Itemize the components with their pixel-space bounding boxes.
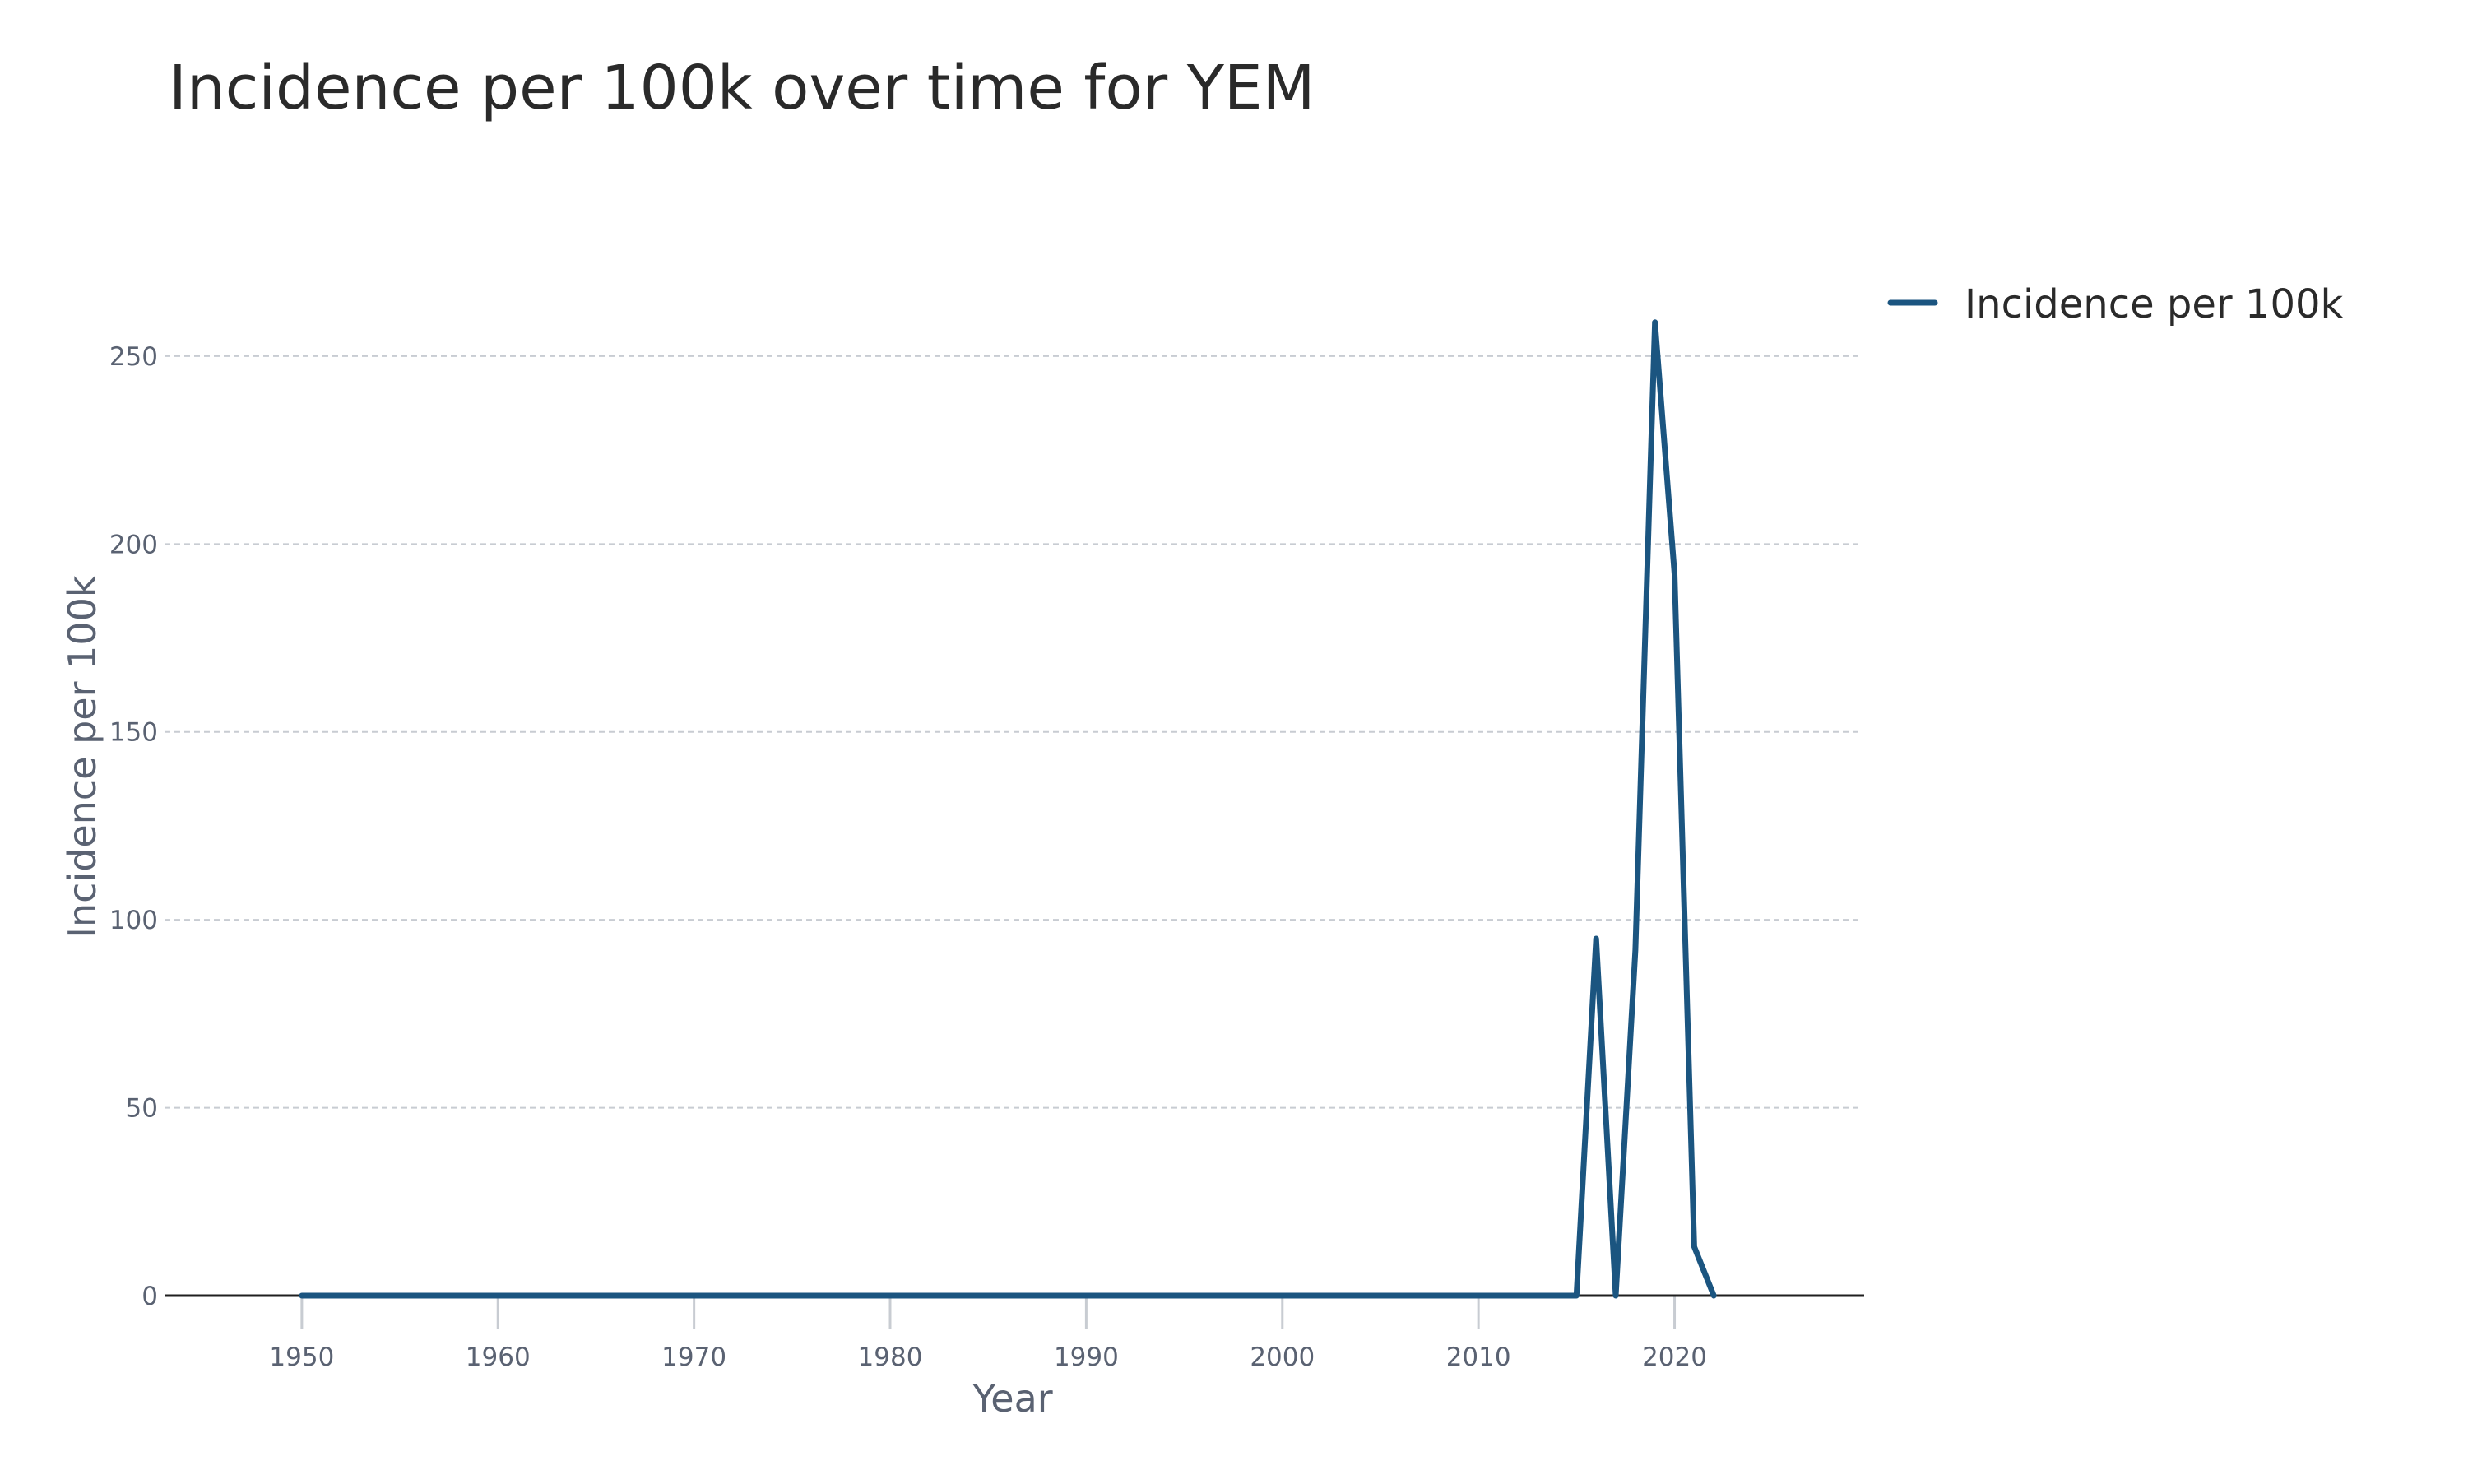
series-line-0[interactable] bbox=[299, 319, 1717, 1299]
axis-layer: 0 50 100 150 200 250 1950 1960 1970 1980 1990 2000 2… bbox=[109, 342, 1864, 1372]
chart-title: Incidence per 100k over time for YEM bbox=[169, 53, 1315, 123]
grid-layer bbox=[165, 355, 1861, 1109]
series-layer bbox=[299, 319, 1717, 1299]
x-tick-label: 1960 bbox=[466, 1343, 531, 1372]
y-tick-label: 0 bbox=[141, 1282, 158, 1311]
legend[interactable]: Incidence per 100k bbox=[1887, 281, 2344, 327]
x-tick-label: 2000 bbox=[1250, 1343, 1315, 1372]
x-tick-label: 1980 bbox=[858, 1343, 923, 1372]
x-tick-label: 1970 bbox=[661, 1343, 726, 1372]
x-tick-label: 1950 bbox=[269, 1343, 334, 1372]
y-tick-label: 250 bbox=[109, 342, 158, 372]
x-tick-label: 1990 bbox=[1054, 1343, 1119, 1372]
y-tick-label: 100 bbox=[109, 906, 158, 935]
y-axis-label: Incidence per 100k bbox=[60, 575, 104, 938]
x-tick-label: 2020 bbox=[1642, 1343, 1707, 1372]
y-tick-label: 150 bbox=[109, 718, 158, 748]
y-tick-label: 200 bbox=[109, 530, 158, 559]
x-axis-label: Year bbox=[972, 1376, 1052, 1421]
legend-label: Incidence per 100k bbox=[1965, 281, 2344, 327]
x-tick-label: 2010 bbox=[1446, 1343, 1511, 1372]
y-tick-label: 50 bbox=[126, 1094, 158, 1124]
